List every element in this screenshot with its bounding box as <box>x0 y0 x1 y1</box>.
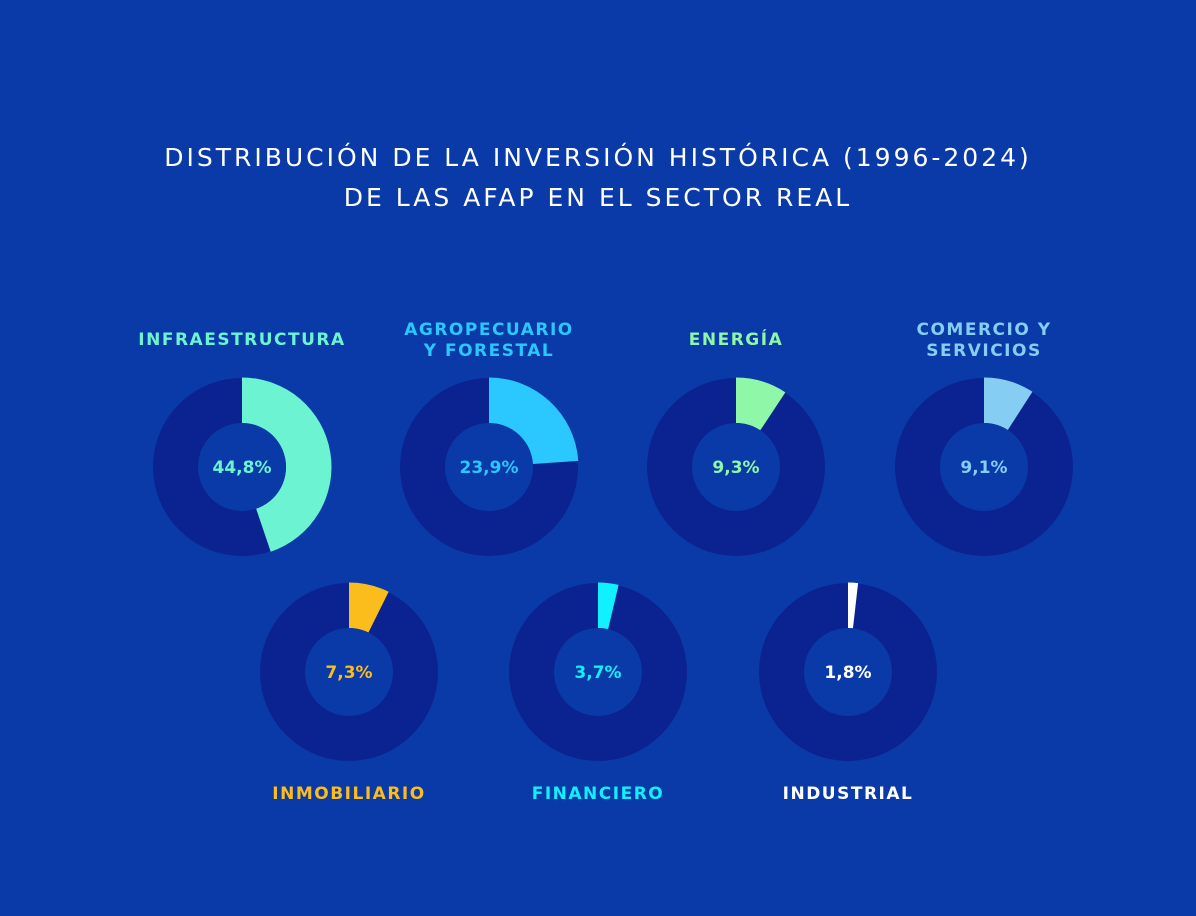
category-label-comercio-y-servicios: SERVICIOS <box>926 341 1041 361</box>
donut-hole <box>804 628 892 716</box>
data-label-agropecuario-y-forestal: 23,9% <box>460 458 519 478</box>
donut-inmobiliario: 7,3% INMOBILIARIO <box>260 582 438 804</box>
donut-slice-inmobiliario <box>349 582 389 633</box>
category-label-agropecuario-y-forestal: Y FORESTAL <box>423 341 555 361</box>
donut-slice-energia <box>736 377 786 431</box>
donut-slice-industrial <box>848 582 859 629</box>
donut-hole <box>198 423 286 511</box>
data-label-infraestructura: 44,8% <box>213 458 272 478</box>
donut-slice-comercio-y-servicios <box>984 377 1033 430</box>
category-label-comercio-y-servicios: COMERCIO Y <box>916 320 1051 340</box>
data-label-inmobiliario: 7,3% <box>325 663 372 683</box>
category-label-inmobiliario: INMOBILIARIO <box>272 784 425 804</box>
data-label-financiero: 3,7% <box>574 663 621 683</box>
data-label-comercio-y-servicios: 9,1% <box>960 458 1007 478</box>
donut-slice-infraestructura <box>242 377 332 552</box>
category-label-industrial: INDUSTRIAL <box>783 784 914 804</box>
data-label-energia: 9,3% <box>712 458 759 478</box>
donut-financiero: 3,7% FINANCIERO <box>509 582 687 804</box>
donut-hole <box>692 423 780 511</box>
donut-energia: 9,3% ENERGÍA <box>647 328 825 556</box>
donut-industrial: 1,8% INDUSTRIAL <box>759 582 937 804</box>
chart-title-line-1: DISTRIBUCIÓN DE LA INVERSIÓN HISTÓRICA (… <box>164 143 1032 172</box>
donut-hole <box>940 423 1028 511</box>
donut-slice-financiero <box>598 582 619 630</box>
category-label-energia: ENERGÍA <box>689 328 783 350</box>
category-label-financiero: FINANCIERO <box>532 784 665 804</box>
chart-title-line-2: DE LAS AFAP EN EL SECTOR REAL <box>343 183 853 212</box>
donut-hole <box>445 423 533 511</box>
donut-slice-agropecuario-y-forestal <box>489 377 579 464</box>
donut-hole <box>554 628 642 716</box>
category-label-infraestructura: INFRAESTRUCTURA <box>138 330 345 350</box>
donut-infraestructura: 44,8% INFRAESTRUCTURA <box>138 330 345 556</box>
donut-hole <box>305 628 393 716</box>
category-label-agropecuario-y-forestal: AGROPECUARIO <box>404 320 574 340</box>
data-label-industrial: 1,8% <box>824 663 871 683</box>
